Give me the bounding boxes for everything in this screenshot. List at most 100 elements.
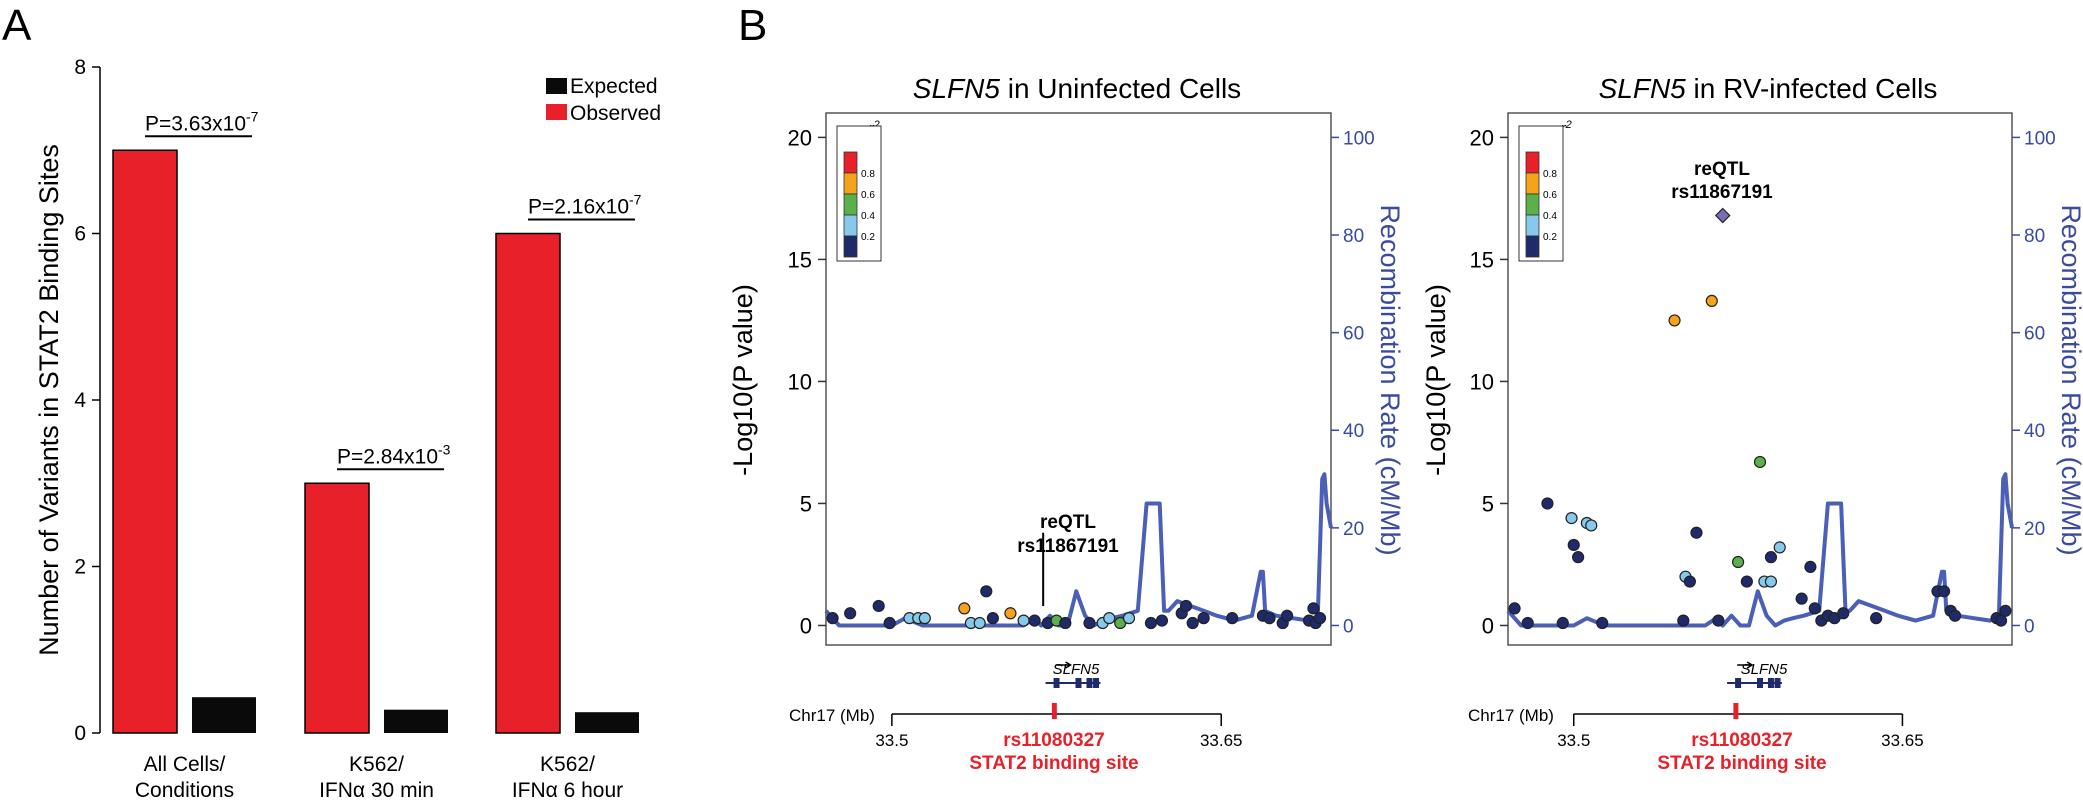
pvalue-base: P=2.84x10: [337, 445, 438, 468]
r2-legend-label: 0.6: [861, 190, 875, 201]
snp-point: [1712, 614, 1725, 627]
snp-point: [1565, 512, 1578, 525]
bar-observed: [112, 149, 178, 734]
bar-expected: [384, 709, 448, 733]
pvalue-base: P=3.63x10: [145, 112, 246, 135]
y2-tick-label: 60: [1343, 324, 1364, 345]
bar-chart-bars: [112, 149, 639, 734]
r2-legend-swatch: [1525, 172, 1540, 195]
bar-expected: [575, 712, 639, 733]
snp-point: [1083, 616, 1096, 630]
snp-point: [1690, 526, 1703, 539]
snp-point: [844, 607, 857, 620]
pvalue-exponent: -7: [246, 108, 259, 124]
chr-scale-tick-label: 33.65: [1200, 731, 1243, 750]
snp-point: [1197, 612, 1210, 625]
snp-point: [1144, 616, 1158, 630]
bar-observed: [304, 482, 370, 734]
gene-exon: [1053, 678, 1060, 688]
snp-point: [980, 585, 993, 598]
bar-expected: [192, 697, 256, 733]
snp-point: [1773, 541, 1786, 554]
chr-label: Chr17 (Mb): [789, 706, 875, 725]
site-label-rsid: rs11080327: [1691, 730, 1792, 751]
snp-point: [1753, 455, 1767, 469]
locus-plot-marks: 0 5 10 15 20 0 20 40 60 80 100 0.8 0.6 0.4 0.2 33.5 33.6…: [1470, 112, 2056, 750]
panel-label-b: B: [738, 1, 767, 50]
snp-point: [1155, 614, 1169, 627]
gene-direction-arrow: [1737, 661, 1754, 669]
snp-point: [1313, 612, 1327, 625]
y-tick-label: 4: [74, 389, 86, 412]
stat2-site-marker: [1733, 703, 1739, 719]
r2-legend-label: 0.6: [1543, 190, 1557, 201]
y-tick-label: 5: [800, 491, 812, 516]
y-tick-label: 15: [788, 247, 812, 272]
snp-point: [1795, 592, 1808, 605]
snp-point: [1668, 314, 1681, 327]
snp-point: [1994, 614, 2008, 627]
y2-tick-label: 20: [1343, 519, 1364, 540]
chr-label: Chr17 (Mb): [1468, 706, 1554, 725]
snp-point: [1585, 519, 1598, 532]
r2-legend-swatch: [843, 193, 858, 216]
title-gene: SLFN5: [913, 73, 1001, 104]
y-tick-label: 20: [1470, 125, 1494, 150]
r2-legend-label: 0.8: [861, 169, 875, 180]
snp-point: [1705, 294, 1718, 308]
locus-plot-ylabel: -Log10(P value): [728, 284, 758, 476]
x-tick-label-line1: All Cells/: [144, 753, 226, 776]
r2-legend-swatch: [843, 151, 858, 174]
y2-tick-label: 60: [2024, 324, 2045, 345]
legend-swatch-observed: [546, 104, 567, 120]
r2-legend-label: 0.2: [1543, 232, 1557, 243]
r2-legend-swatch: [843, 214, 858, 237]
snp-point: [1179, 599, 1193, 613]
gene-label: SLFN5: [1053, 661, 1100, 678]
pvalue-annotation: P=2.84x10-3: [337, 441, 451, 468]
y2-tick-label: 0: [2024, 616, 2035, 637]
snp-point: [1186, 616, 1199, 630]
x-tick-label-line1: K562/: [540, 753, 595, 776]
snp-point: [1764, 551, 1778, 564]
snp-point: [872, 599, 885, 613]
lead-label-2: rs11867191: [1017, 536, 1119, 557]
r2-legend-label: 0.4: [861, 211, 875, 222]
snp-point: [1596, 616, 1609, 630]
x-tick-label-line1: K562/: [349, 753, 404, 776]
y-tick-label: 15: [1470, 247, 1494, 272]
bar-chart: Number of Variants in STAT2 Binding Site…: [34, 56, 661, 800]
y2-tick-label: 40: [2024, 421, 2045, 442]
snp-point: [1937, 585, 1951, 598]
snp-point: [1948, 609, 1962, 622]
locus-plot-ylabel: -Log10(P value): [1421, 284, 1451, 476]
snp-point: [1103, 612, 1116, 625]
r2-legend-label: 0.4: [1543, 211, 1557, 222]
lead-snp-point: [1714, 207, 1731, 224]
snp-point: [1508, 602, 1521, 615]
lead-label-1: reQTL: [1040, 512, 1096, 533]
y2-tick-label: 100: [2024, 128, 2056, 149]
gene-exon: [1075, 678, 1082, 688]
x-tick-label-line2: Conditions: [135, 779, 234, 800]
gene-direction-arrow: [1055, 661, 1073, 669]
title-gene: SLFN5: [1599, 73, 1687, 104]
r2-legend-swatch: [1525, 235, 1540, 258]
bar-observed: [495, 232, 561, 734]
legend-label-expected: Expected: [570, 75, 658, 98]
snp-point: [1556, 616, 1569, 630]
y-tick-label: 0: [800, 613, 812, 638]
x-tick-label-line2: IFNα 6 hour: [512, 779, 623, 800]
r2-legend-title-sup: 2: [873, 119, 880, 131]
site-label-desc: STAT2 binding site: [969, 753, 1138, 774]
snp-point: [1764, 575, 1778, 588]
site-label-desc: STAT2 binding site: [1657, 753, 1826, 774]
pvalue-base: P=2.16x10: [528, 196, 629, 219]
snp-point: [1226, 612, 1239, 625]
r2-legend-swatch: [843, 172, 858, 195]
pvalue-exponent: -3: [438, 441, 451, 457]
r2-legend-label: 0.8: [1543, 169, 1557, 180]
y-tick-label: 20: [788, 125, 812, 150]
y2-tick-label: 80: [1343, 226, 1364, 247]
locus-plot-marks: 0 5 10 15 20 0 20 40 60 80 100 0.8 0.6 0.4 0.2 33.5 33.6…: [788, 112, 1375, 750]
